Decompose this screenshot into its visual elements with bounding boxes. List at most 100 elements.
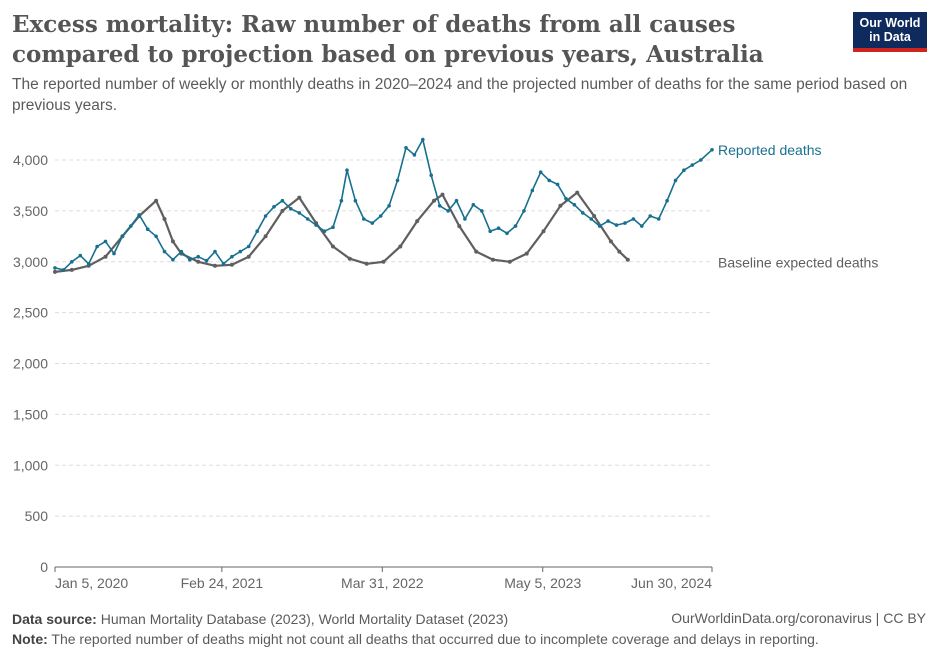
x-axis: Jan 5, 2020 Feb 24, 2021 Mar 31, 2022 May 5… (54, 566, 713, 591)
baseline-point (474, 249, 479, 254)
reported-point (339, 198, 344, 203)
reported-point (103, 239, 108, 244)
y-tick-label: 0 (40, 559, 48, 575)
reported-point (289, 207, 293, 211)
y-tick-label: 3,000 (13, 254, 48, 270)
reported-point (246, 244, 251, 249)
reported-point (656, 217, 661, 221)
y-tick-label: 2,500 (13, 305, 48, 321)
y-tick-label: 500 (25, 508, 49, 524)
reported-point (522, 209, 526, 213)
baseline-point (608, 239, 613, 244)
reported-point (162, 249, 167, 254)
reported-point (564, 196, 568, 201)
reported-point (496, 226, 501, 230)
baseline-point (154, 198, 159, 203)
reported-point (297, 211, 302, 215)
baseline-point (297, 195, 302, 200)
reported-point (606, 219, 610, 223)
reported-point (204, 258, 209, 263)
y-tick-label: 3,500 (13, 203, 48, 219)
baseline-point (558, 203, 563, 208)
reported-point (454, 198, 459, 203)
reported-point (648, 214, 652, 218)
baseline-point (617, 249, 622, 254)
baseline-point (592, 214, 597, 218)
note-text: The reported number of deaths might not … (51, 631, 819, 647)
reported-point (280, 198, 285, 203)
reported-point (305, 217, 310, 221)
reported-point (673, 178, 678, 183)
baseline-point (53, 269, 57, 274)
baseline-point (524, 251, 529, 256)
chart-subtitle: The reported number of weekly or monthly… (12, 76, 908, 114)
reported-point (710, 148, 714, 152)
reported-point (412, 153, 417, 157)
reported-point (171, 257, 175, 262)
line-chart: 05001,0001,5002,0002,5003,0003,5004,000 … (13, 137, 878, 591)
gridlines (55, 159, 712, 517)
series-group (53, 137, 714, 274)
reported-point (421, 137, 425, 142)
reported-point (120, 234, 125, 239)
reported-point (238, 249, 243, 254)
reported-point (188, 257, 192, 262)
baseline-point (507, 259, 512, 264)
reported-point (699, 158, 703, 162)
baseline-deaths-line[interactable] (54, 191, 629, 273)
owid-logo[interactable]: Our World in Data (853, 12, 927, 52)
baseline-point (213, 263, 217, 268)
reported-point (378, 214, 383, 218)
reported-point (255, 229, 259, 233)
note-label: Note: (12, 631, 48, 647)
reported-point (581, 211, 585, 215)
reported-point (463, 217, 467, 221)
reported-point (530, 188, 535, 193)
baseline-point (196, 259, 201, 264)
reported-point (230, 254, 234, 259)
y-tick-label: 1,000 (13, 457, 48, 473)
baseline-point (398, 244, 403, 249)
baseline-point (162, 217, 167, 221)
baseline-deaths-label[interactable]: Baseline expected deaths (718, 254, 878, 270)
reported-point (682, 168, 686, 172)
reported-point (395, 178, 400, 183)
reported-point (263, 214, 268, 218)
reported-point (213, 249, 217, 254)
reported-point (86, 262, 91, 266)
y-tick-label: 2,000 (13, 356, 48, 372)
y-tick-label: 4,000 (13, 152, 48, 168)
reported-point (404, 146, 408, 150)
reported-point (345, 168, 349, 172)
reported-point (547, 178, 551, 183)
baseline-point (625, 257, 630, 262)
reported-point (429, 173, 434, 178)
reported-deaths-label[interactable]: Reported deaths (718, 142, 822, 158)
reported-deaths-line[interactable] (54, 138, 713, 271)
reported-point (370, 221, 375, 225)
baseline-point (415, 219, 420, 224)
baseline-point (491, 257, 495, 262)
reported-point (387, 204, 391, 208)
baseline-point (229, 262, 234, 267)
reported-point (665, 198, 669, 203)
reported-point (614, 223, 619, 227)
baseline-point (347, 256, 352, 261)
baseline-point (263, 234, 268, 239)
baseline-point (246, 254, 251, 259)
baseline-point (575, 190, 580, 195)
baseline-point (432, 198, 436, 203)
reported-point (589, 217, 594, 221)
baseline-point (331, 244, 335, 249)
credit-link[interactable]: OurWorldinData.org/coronavirus | CC BY (671, 610, 926, 626)
x-tick-label: Mar 31, 2022 (341, 575, 424, 591)
reported-point (631, 217, 636, 221)
reported-point (362, 217, 366, 221)
baseline-point (541, 229, 546, 234)
logo-line-2: in Data (869, 30, 911, 44)
reported-point (314, 223, 318, 227)
reported-point (538, 170, 543, 174)
chart-title: Excess mortality: Raw number of deaths f… (12, 11, 764, 68)
reported-point (179, 249, 184, 254)
reported-point (331, 225, 335, 229)
